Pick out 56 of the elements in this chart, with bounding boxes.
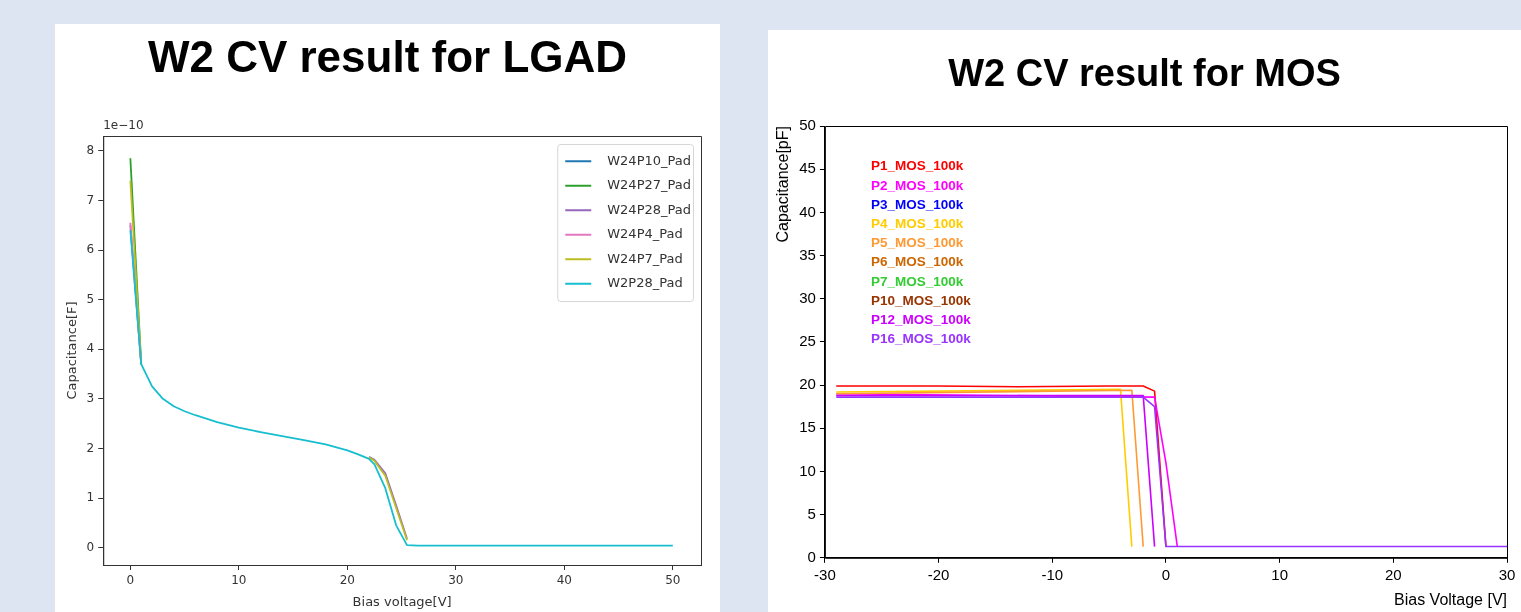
text: P1_MOS_100k xyxy=(870,158,964,174)
legend-label: W24P10_Pad xyxy=(607,152,692,168)
legend-label: W2P28_Pad xyxy=(607,275,683,291)
legend-label: W24P27_Pad xyxy=(607,177,692,193)
y-tick-label: 30 xyxy=(799,288,816,306)
x-tick-label: 20 xyxy=(1384,565,1402,583)
y-axis-title: Capacitance[pF] xyxy=(774,126,792,243)
chart-title: W2 CV result for LGAD xyxy=(146,32,629,82)
y-tick-label: 7 xyxy=(86,192,95,207)
y-tick-label: 3 xyxy=(86,390,95,405)
x-tick-label: -30 xyxy=(814,565,836,583)
text: P12_MOS_100k xyxy=(870,311,972,327)
legend-label: W24P7_Pad xyxy=(607,250,683,266)
x-tick-label: 10 xyxy=(231,573,247,588)
x-tick-label: -10 xyxy=(1041,565,1064,583)
text: P16_MOS_100k xyxy=(870,331,972,347)
y-tick-label: 40 xyxy=(799,202,816,220)
x-tick-label: 40 xyxy=(556,573,572,588)
x-tick-label: 10 xyxy=(1271,565,1288,583)
legend-label: P6_MOS_100k xyxy=(870,254,964,270)
y-tick-label: 10 xyxy=(799,461,816,479)
y-tick-label: 2 xyxy=(86,440,95,455)
text: P4_MOS_100k xyxy=(870,215,964,231)
text: 1e−10 xyxy=(103,118,144,133)
chart-title: W2 CV result for MOS xyxy=(947,52,1342,95)
y-tick-label: 8 xyxy=(86,143,95,157)
legend-label: W24P4_Pad xyxy=(607,226,683,242)
y-tick-label: 1 xyxy=(86,490,95,505)
y-axis-title: Capacitance[F] xyxy=(64,301,80,400)
y-tick-label: 15 xyxy=(799,418,816,436)
y-tick-label: 4 xyxy=(86,341,95,356)
y-tick-label: 6 xyxy=(86,242,95,257)
x-tick-label: 30 xyxy=(1498,565,1516,583)
x-tick-label: 50 xyxy=(665,573,681,588)
y-tick-label: 0 xyxy=(807,547,816,565)
y-tick-label: 0 xyxy=(86,539,95,554)
x-tick-label: 30 xyxy=(448,573,464,588)
y-tick-label: 20 xyxy=(799,375,816,393)
text: P2_MOS_100k xyxy=(870,177,964,193)
x-tick-label: 20 xyxy=(339,573,355,588)
y-tick-label: 5 xyxy=(807,504,816,522)
text: P5_MOS_100k xyxy=(870,235,964,251)
legend-label: P10_MOS_100k xyxy=(870,292,972,308)
x-tick-label: -20 xyxy=(927,565,950,583)
y-tick-label: 35 xyxy=(799,245,816,263)
y-tick-label: 5 xyxy=(86,291,95,306)
x-tick-label: 0 xyxy=(126,573,135,588)
y-tick-label: 25 xyxy=(799,332,816,350)
x-tick-label: 0 xyxy=(1161,565,1171,583)
legend-label: P7_MOS_100k xyxy=(870,273,964,289)
x-axis-title: Bias Voltage [V] xyxy=(1394,590,1507,608)
y-tick-label: 50 xyxy=(799,116,816,134)
x-axis-title: Bias voltage[V] xyxy=(352,593,452,609)
y-tick-label: 45 xyxy=(799,159,816,177)
legend-label: P3_MOS_100k xyxy=(870,196,964,212)
legend-label: W24P28_Pad xyxy=(607,201,692,217)
